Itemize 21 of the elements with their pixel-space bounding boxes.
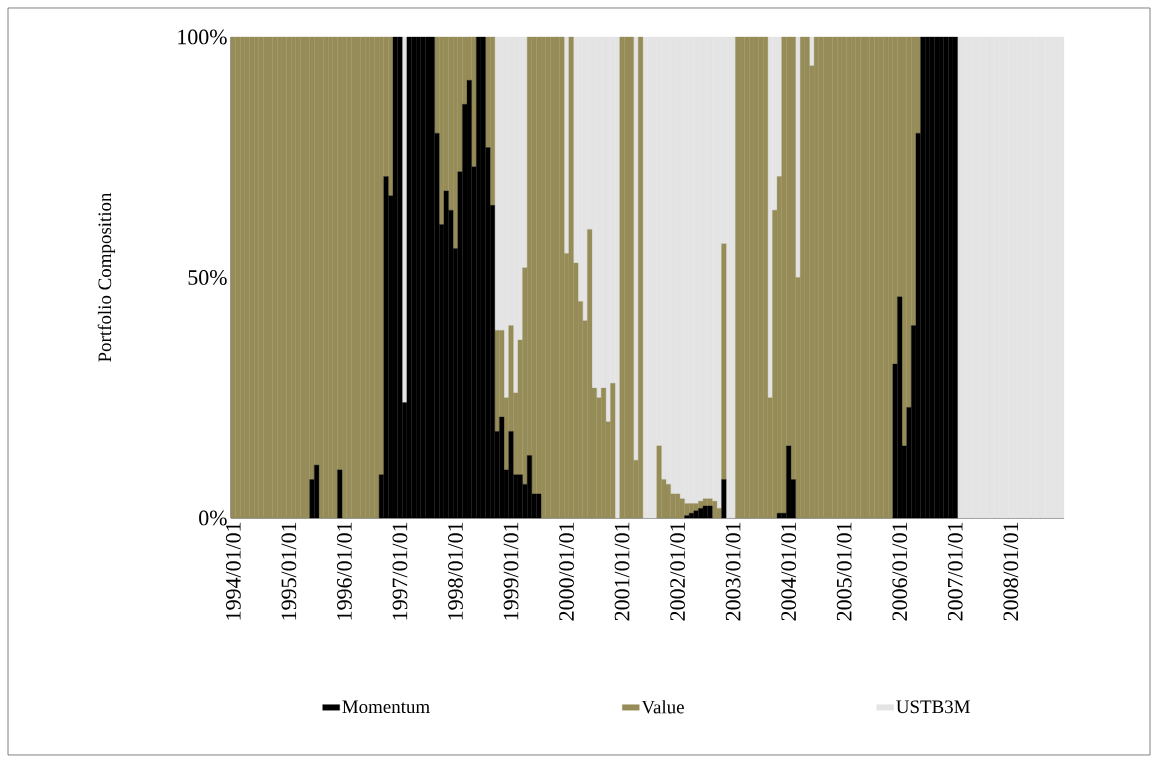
y-tick-label: 0% xyxy=(199,510,227,526)
x-tick-label: 2004/01/01 xyxy=(781,522,797,621)
x-tick-label: 2008/01/01 xyxy=(1003,522,1019,621)
y-axis-title: Portfolio Composition xyxy=(97,192,116,362)
x-tick-label: 2003/01/01 xyxy=(725,522,741,621)
legend-label: Momentum xyxy=(342,700,430,714)
y-tick-label: 50% xyxy=(188,270,227,285)
x-tick-label: 1996/01/01 xyxy=(336,522,352,620)
x-tick-label: 1998/01/01 xyxy=(448,522,463,620)
x-tick-label: 2007/01/01 xyxy=(947,522,963,621)
x-tick-label: 2002/01/01 xyxy=(670,522,685,621)
y-tick-label: 100% xyxy=(178,29,227,45)
legend-label: USTB3M xyxy=(896,700,970,714)
x-tick-label: 1995/01/01 xyxy=(281,522,297,620)
x-tick-label: 1997/01/01 xyxy=(392,522,408,620)
x-tick-label: 2006/01/01 xyxy=(892,522,908,621)
legend-label: Value xyxy=(641,700,684,714)
x-tick-label: 1999/01/01 xyxy=(503,522,519,620)
x-tick-label: 2000/01/01 xyxy=(559,522,574,621)
x-tick-label: 2005/01/01 xyxy=(836,522,852,621)
x-tick-label: 2001/01/01 xyxy=(614,522,630,621)
